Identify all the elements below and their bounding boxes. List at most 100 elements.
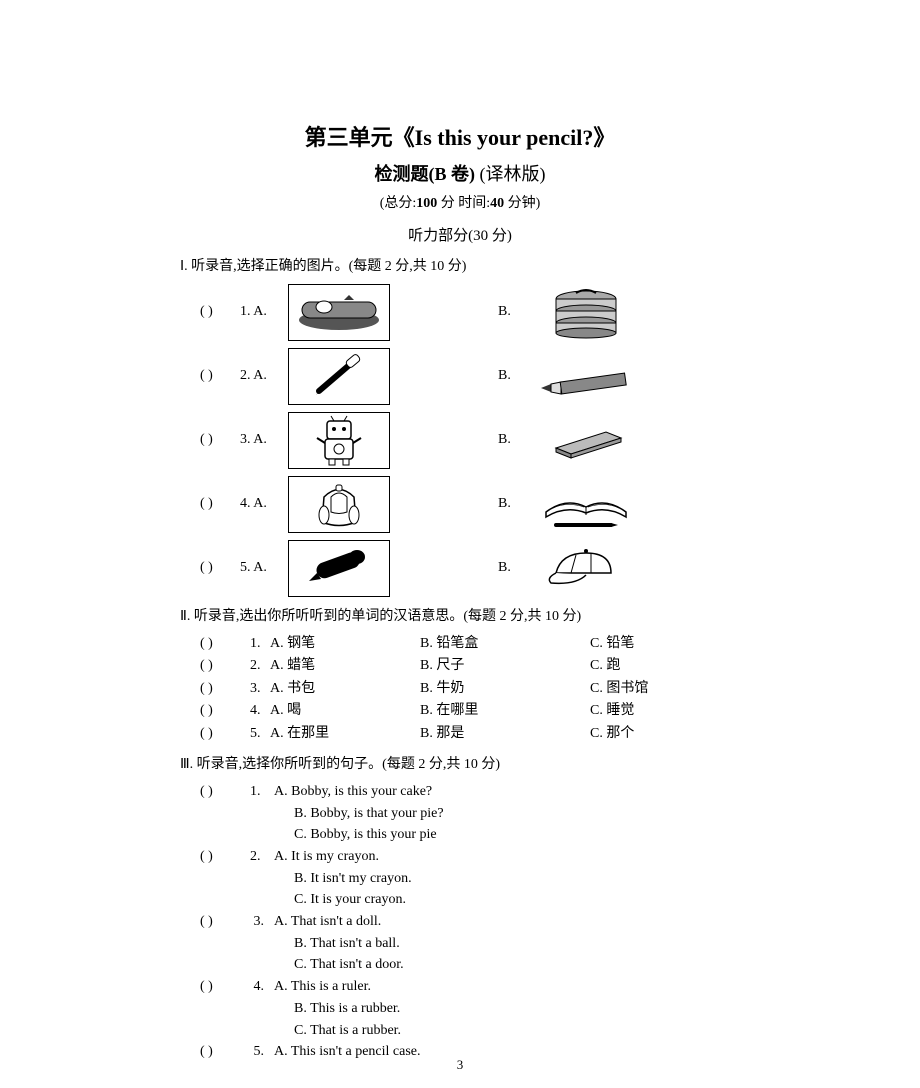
- page-number: 3: [0, 1057, 920, 1073]
- answer-paren[interactable]: ( ): [200, 846, 250, 868]
- s1-q1: ( ) 1. A. B.: [180, 283, 740, 341]
- opt-a: A. It is my crayon.: [274, 846, 740, 868]
- answer-paren[interactable]: ( ): [200, 781, 250, 803]
- page-container: 第三单元《Is this your pencil?》 检测题(B 卷) (译林版…: [0, 0, 920, 1088]
- opt-c: C. That is a rubber.: [294, 1020, 740, 1042]
- eraser-icon: [536, 413, 636, 468]
- q-num: 3.: [250, 911, 274, 933]
- score-total: 100: [416, 196, 437, 211]
- opt-b-label: B.: [498, 304, 528, 320]
- opt-a: A. 喝: [270, 700, 420, 722]
- opt-a: A. 钢笔: [270, 633, 420, 655]
- answer-paren[interactable]: ( ): [200, 723, 250, 745]
- schoolbag-icon: [288, 476, 390, 533]
- crayon-icon: [288, 540, 390, 597]
- subtitle: 检测题(B 卷) (译林版): [180, 160, 740, 186]
- q-num: 5. A.: [240, 560, 280, 576]
- s2-row: ( ) 3. A. 书包 B. 牛奶 C. 图书馆: [200, 678, 740, 700]
- opt-b: B. 牛奶: [420, 678, 590, 700]
- opt-a: A. Bobby, is this your cake?: [274, 781, 740, 803]
- time-total: 40: [490, 196, 504, 211]
- title-suffix: 》: [593, 125, 615, 150]
- pen-icon: [288, 348, 390, 405]
- s1-instr: Ⅰ. 听录音,选择正确的图片。(每题 2 分,共 10 分): [180, 255, 740, 275]
- s1-q4: ( ) 4. A. B.: [180, 475, 740, 533]
- q-num: 4. A.: [240, 496, 280, 512]
- opt-b: B. 在哪里: [420, 700, 590, 722]
- score-unit1: 分 时间:: [437, 196, 490, 211]
- s1-q5: ( ) 5. A. B.: [180, 539, 740, 597]
- q-num: 2.: [250, 846, 274, 868]
- opt-b-label: B.: [498, 496, 528, 512]
- pencil-icon: [536, 349, 636, 404]
- title-english: Is this your pencil?: [415, 125, 594, 150]
- s2-table: ( ) 1. A. 钢笔 B. 铅笔盒 C. 铅笔 ( ) 2. A. 蜡笔 B…: [200, 633, 740, 745]
- opt-b: B. 铅笔盒: [420, 633, 590, 655]
- book-pencil-icon: [536, 477, 636, 532]
- opt-b: B. That isn't a ball.: [294, 933, 740, 955]
- opt-c: C. 跑: [590, 655, 720, 677]
- opt-b: B. 那是: [420, 723, 590, 745]
- s2-row: ( ) 1. A. 钢笔 B. 铅笔盒 C. 铅笔: [200, 633, 740, 655]
- lunchbox-icon: [536, 285, 636, 340]
- q-num: 3.: [250, 678, 270, 700]
- score-prefix: (总分:: [380, 196, 417, 211]
- title: 第三单元《Is this your pencil?》: [180, 120, 740, 152]
- opt-b: B. This is a rubber.: [294, 998, 740, 1020]
- q-num: 1.: [250, 781, 274, 803]
- pencil-case-icon: [288, 284, 390, 341]
- listening-header: 听力部分(30 分): [180, 224, 740, 245]
- opt-c: C. 睡觉: [590, 700, 720, 722]
- score-unit2: 分钟): [504, 196, 540, 211]
- answer-paren[interactable]: ( ): [200, 678, 250, 700]
- s3-row: ( ) 3. A. That isn't a doll.: [200, 911, 740, 933]
- opt-c: C. Bobby, is this your pie: [294, 824, 740, 846]
- answer-paren[interactable]: ( ): [200, 976, 250, 998]
- s2-row: ( ) 2. A. 蜡笔 B. 尺子 C. 跑: [200, 655, 740, 677]
- title-prefix: 第三单元《: [305, 125, 415, 150]
- opt-b-label: B.: [498, 432, 528, 448]
- q-num: 4.: [250, 700, 270, 722]
- q-num: 5.: [250, 723, 270, 745]
- q-num: 2.: [250, 655, 270, 677]
- opt-a: A. This is a ruler.: [274, 976, 740, 998]
- opt-c: C. 铅笔: [590, 633, 720, 655]
- s1-q2: ( ) 2. A. B.: [180, 347, 740, 405]
- s3-row: ( ) 1. A. Bobby, is this your cake?: [200, 781, 740, 803]
- s1-q3: ( ) 3. A. B.: [180, 411, 740, 469]
- opt-a: A. That isn't a doll.: [274, 911, 740, 933]
- s3-row: ( ) 2. A. It is my crayon.: [200, 846, 740, 868]
- opt-b: B. Bobby, is that your pie?: [294, 803, 740, 825]
- answer-paren[interactable]: ( ): [200, 432, 240, 448]
- answer-paren[interactable]: ( ): [200, 633, 250, 655]
- answer-paren[interactable]: ( ): [200, 496, 240, 512]
- answer-paren[interactable]: ( ): [200, 368, 240, 384]
- robot-icon: [288, 412, 390, 469]
- opt-a: A. 在那里: [270, 723, 420, 745]
- subtitle-main: 检测题(B 卷): [375, 164, 476, 184]
- answer-paren[interactable]: ( ): [200, 700, 250, 722]
- answer-paren[interactable]: ( ): [200, 304, 240, 320]
- q-num: 2. A.: [240, 368, 280, 384]
- opt-a: A. 书包: [270, 678, 420, 700]
- opt-c: C. It is your crayon.: [294, 889, 740, 911]
- opt-b: B. 尺子: [420, 655, 590, 677]
- q-num: 1.: [250, 633, 270, 655]
- answer-paren[interactable]: ( ): [200, 911, 250, 933]
- answer-paren[interactable]: ( ): [200, 560, 240, 576]
- q-num: 1. A.: [240, 304, 280, 320]
- s2-row: ( ) 4. A. 喝 B. 在哪里 C. 睡觉: [200, 700, 740, 722]
- q-num: 4.: [250, 976, 274, 998]
- opt-b-label: B.: [498, 368, 528, 384]
- s2-instr: Ⅱ. 听录音,选出你所听听到的单词的汉语意思。(每题 2 分,共 10 分): [180, 605, 740, 625]
- s2-row: ( ) 5. A. 在那里 B. 那是 C. 那个: [200, 723, 740, 745]
- cap-icon: [536, 541, 636, 596]
- score-line: (总分:100 分 时间:40 分钟): [180, 192, 740, 212]
- opt-c: C. 图书馆: [590, 678, 720, 700]
- opt-a: A. 蜡笔: [270, 655, 420, 677]
- opt-c: C. That isn't a door.: [294, 954, 740, 976]
- answer-paren[interactable]: ( ): [200, 655, 250, 677]
- s3-block: ( ) 1. A. Bobby, is this your cake? B. B…: [200, 781, 740, 1063]
- q-num: 3. A.: [240, 432, 280, 448]
- s3-row: ( ) 4. A. This is a ruler.: [200, 976, 740, 998]
